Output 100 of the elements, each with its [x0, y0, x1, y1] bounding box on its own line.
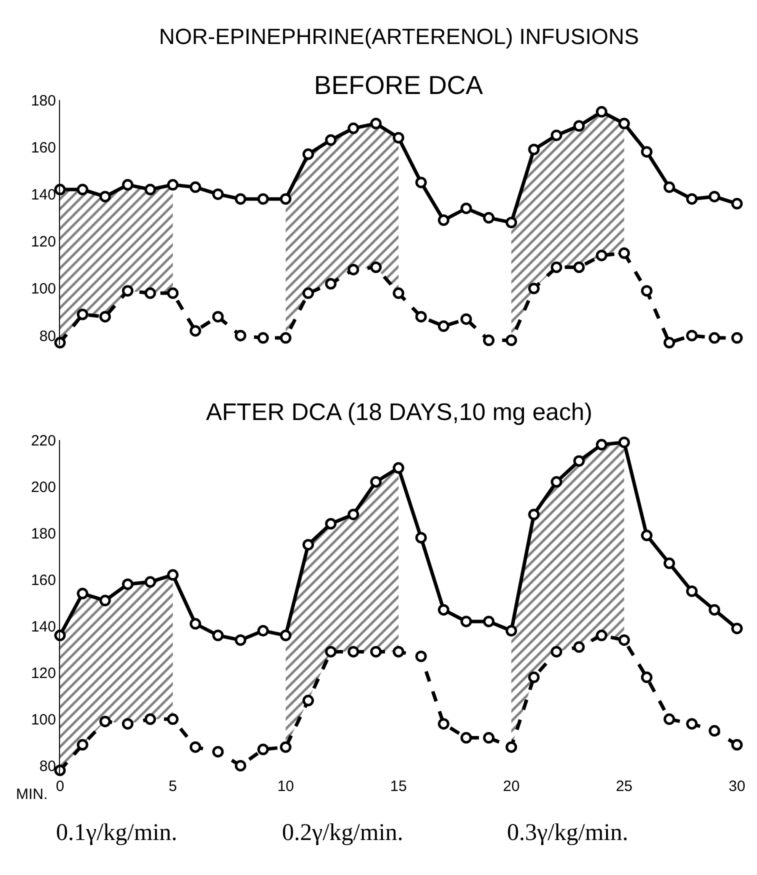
point: [596, 630, 608, 642]
point: [460, 732, 472, 744]
point: [54, 336, 66, 348]
point: [506, 741, 518, 753]
y-tick-label: 140: [30, 618, 56, 636]
point: [144, 713, 156, 725]
point: [708, 604, 720, 616]
y-tick-label: 120: [30, 234, 56, 251]
x-tick-label: 0: [56, 778, 64, 795]
point: [280, 193, 292, 205]
chart-subtitle: BEFORE DCA: [314, 70, 484, 100]
point: [640, 146, 652, 158]
point: [528, 508, 540, 520]
point: [460, 202, 472, 214]
chart-title: NOR-EPINEPHRINE(ARTERENOL) INFUSIONS: [159, 24, 639, 49]
point: [483, 334, 495, 346]
point: [99, 594, 111, 606]
point: [302, 287, 314, 299]
point: [550, 130, 562, 142]
point: [234, 193, 246, 205]
x-axis-title: MIN.: [16, 786, 48, 803]
point: [54, 764, 66, 776]
point: [731, 739, 743, 751]
point: [664, 181, 676, 193]
point: [257, 332, 269, 344]
x-tick-label: 25: [616, 778, 633, 795]
y-tick-label: 100: [30, 280, 56, 298]
y-tick-label: 80: [39, 758, 56, 775]
point: [618, 634, 630, 646]
point: [731, 622, 743, 634]
point: [302, 148, 314, 160]
point: [99, 190, 111, 202]
x-tick-label: 5: [168, 778, 177, 795]
point: [528, 282, 540, 294]
point: [528, 144, 540, 156]
point: [686, 585, 698, 597]
point: [370, 646, 382, 658]
x-tick-label: 30: [728, 778, 746, 795]
point: [212, 746, 224, 758]
text: 0.2γ/kg/min.: [282, 820, 404, 846]
x-tick-label: 10: [277, 778, 294, 795]
point: [596, 106, 608, 118]
point: [483, 616, 495, 628]
point: [348, 264, 360, 276]
point: [460, 313, 472, 325]
point: [370, 476, 382, 488]
y-tick-label: 180: [30, 525, 56, 542]
y-tick-label: 140: [30, 186, 56, 204]
point: [167, 713, 179, 725]
point: [348, 646, 360, 658]
point: [596, 250, 608, 262]
point: [122, 718, 134, 730]
point: [325, 278, 337, 290]
point: [528, 672, 540, 684]
point: [596, 438, 608, 450]
point: [280, 630, 292, 642]
y-tick-label: 100: [30, 711, 56, 728]
point: [506, 216, 518, 228]
point: [573, 262, 585, 274]
point: [664, 713, 676, 725]
point: [54, 184, 66, 196]
point: [76, 588, 88, 600]
point: [618, 247, 630, 259]
point: [257, 193, 269, 205]
point: [573, 641, 585, 653]
point: [415, 532, 427, 544]
point: [167, 179, 179, 191]
point: [483, 212, 495, 224]
point: [483, 732, 495, 744]
y-tick-label: 200: [30, 478, 56, 496]
point: [99, 716, 111, 728]
point: [708, 332, 720, 344]
chart-title: AFTER DCA (18 DAYS,10 mg each): [206, 399, 592, 426]
point: [550, 646, 562, 658]
point: [76, 184, 88, 196]
point: [76, 308, 88, 320]
point: [212, 310, 224, 322]
point: [392, 287, 404, 299]
point: [302, 694, 314, 706]
point: [325, 134, 337, 146]
point: [190, 618, 202, 630]
point: [708, 725, 720, 737]
point: [325, 518, 337, 530]
point: [167, 287, 179, 299]
point: [415, 310, 427, 322]
point: [731, 198, 743, 210]
point: [122, 179, 134, 191]
point: [640, 672, 652, 684]
point: [640, 530, 652, 542]
point: [664, 558, 676, 570]
point: [686, 330, 698, 342]
point: [122, 285, 134, 297]
point: [506, 334, 518, 346]
point: [415, 650, 427, 662]
point: [370, 262, 382, 274]
point: [144, 287, 156, 299]
point: [122, 578, 134, 590]
point: [550, 476, 562, 488]
point: [99, 310, 111, 322]
point: [731, 332, 743, 344]
